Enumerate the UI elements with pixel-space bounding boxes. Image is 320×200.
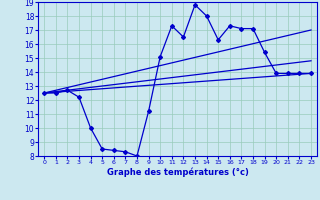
X-axis label: Graphe des températures (°c): Graphe des températures (°c) <box>107 168 249 177</box>
